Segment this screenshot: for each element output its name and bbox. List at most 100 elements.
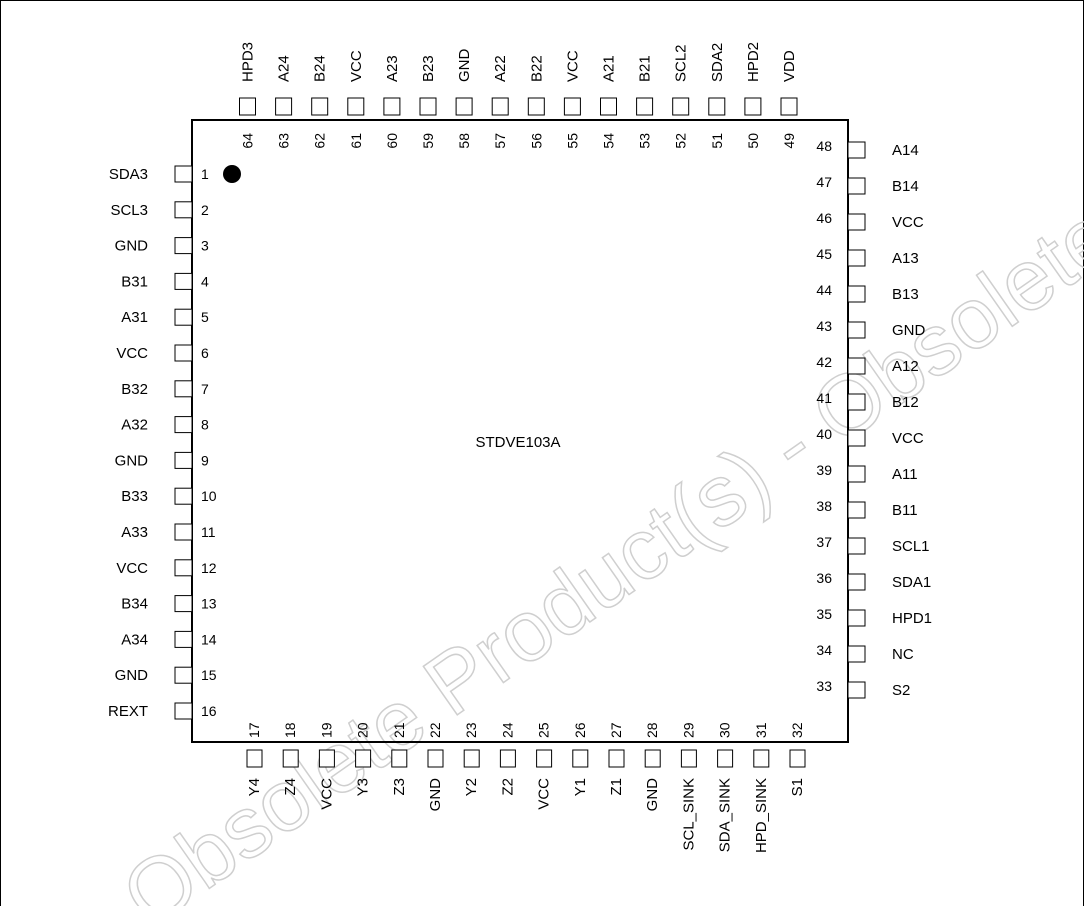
pin-pad-4 bbox=[174, 272, 193, 290]
pin-name-50: HPD2 bbox=[745, 42, 762, 82]
pin-pad-47 bbox=[847, 177, 866, 195]
pin-number-39: 39 bbox=[816, 462, 832, 478]
pin-number-51: 51 bbox=[709, 133, 725, 149]
pin-number-61: 61 bbox=[348, 133, 364, 149]
pin-name-41: B12 bbox=[892, 394, 919, 411]
pin-pad-22 bbox=[427, 749, 444, 768]
pin-number-32: 32 bbox=[789, 722, 805, 738]
pin-pad-42 bbox=[847, 357, 866, 375]
pin-number-41: 41 bbox=[816, 390, 832, 406]
pin-name-45: A13 bbox=[892, 250, 919, 267]
pin-name-5: A31 bbox=[121, 309, 148, 326]
pin-number-59: 59 bbox=[420, 133, 436, 149]
pin-name-28: GND bbox=[644, 778, 661, 812]
pin-name-9: GND bbox=[115, 452, 149, 469]
pin-name-48: A14 bbox=[892, 142, 919, 159]
pin-number-13: 13 bbox=[201, 596, 217, 612]
pin-pad-49 bbox=[780, 97, 798, 116]
pin-pad-24 bbox=[499, 749, 516, 768]
pin-number-49: 49 bbox=[781, 133, 797, 149]
pin-pad-2 bbox=[174, 201, 193, 219]
pin-number-26: 26 bbox=[572, 722, 588, 738]
pin-pad-41 bbox=[847, 393, 866, 411]
pin-pad-29 bbox=[680, 749, 697, 768]
pin-number-42: 42 bbox=[816, 354, 832, 370]
pin-name-6: VCC bbox=[116, 345, 148, 362]
pin-pad-16 bbox=[174, 702, 193, 720]
pin-pad-61 bbox=[347, 97, 365, 116]
pin-pad-35 bbox=[847, 609, 866, 627]
pin-pad-3 bbox=[174, 237, 193, 255]
pin-pad-50 bbox=[744, 97, 762, 116]
pin-name-1: SDA3 bbox=[109, 166, 148, 183]
pin-number-63: 63 bbox=[276, 133, 292, 149]
pin-pad-21 bbox=[391, 749, 408, 768]
pin-number-8: 8 bbox=[201, 417, 209, 433]
pin-pad-54 bbox=[600, 97, 617, 116]
pin-number-44: 44 bbox=[816, 282, 832, 298]
pin-number-15: 15 bbox=[201, 667, 217, 683]
pin-number-23: 23 bbox=[463, 722, 479, 738]
pin-number-64: 64 bbox=[240, 133, 256, 149]
pin-name-3: GND bbox=[115, 238, 149, 255]
pin-pad-13 bbox=[174, 595, 193, 613]
pin-name-34: NC bbox=[892, 646, 914, 663]
pin-number-55: 55 bbox=[564, 133, 580, 149]
pin-name-39: A11 bbox=[892, 466, 918, 483]
pin-number-21: 21 bbox=[391, 722, 407, 738]
pin-pad-10 bbox=[174, 487, 193, 505]
pin-number-24: 24 bbox=[499, 722, 515, 738]
pin-name-63: A24 bbox=[276, 55, 293, 82]
pin-number-27: 27 bbox=[608, 722, 624, 738]
pin-pad-7 bbox=[174, 380, 193, 398]
pin-pad-36 bbox=[847, 573, 866, 591]
pin-name-15: GND bbox=[115, 667, 149, 684]
pin-number-22: 22 bbox=[427, 722, 443, 738]
pin-pad-46 bbox=[847, 213, 866, 231]
pin-pad-32 bbox=[789, 749, 806, 768]
pin-pad-25 bbox=[536, 749, 553, 768]
pin-number-17: 17 bbox=[246, 722, 262, 738]
pin-number-20: 20 bbox=[355, 722, 371, 738]
pin-name-23: Y2 bbox=[463, 778, 480, 796]
pin-name-46: VCC bbox=[892, 214, 924, 231]
pin-name-51: SDA2 bbox=[709, 43, 726, 82]
pin-name-62: B24 bbox=[312, 55, 329, 82]
pin-name-10: B33 bbox=[121, 488, 148, 505]
pin-name-38: B11 bbox=[892, 502, 918, 519]
pin-name-19: VCC bbox=[318, 778, 335, 810]
pin-number-37: 37 bbox=[816, 534, 832, 550]
pin-name-11: A33 bbox=[121, 524, 148, 541]
pin-name-33: S2 bbox=[892, 682, 910, 699]
pin-name-60: A23 bbox=[384, 55, 401, 82]
pin-pad-1 bbox=[174, 165, 193, 183]
pin-pad-6 bbox=[174, 344, 193, 362]
pin-pad-39 bbox=[847, 465, 866, 483]
pin-number-50: 50 bbox=[745, 133, 761, 149]
pin-number-2: 2 bbox=[201, 202, 209, 218]
pin-name-54: A21 bbox=[601, 55, 618, 82]
pin-pad-51 bbox=[708, 97, 726, 116]
pin-pad-38 bbox=[847, 501, 866, 519]
pin-name-42: A12 bbox=[892, 358, 919, 375]
pin-pad-27 bbox=[608, 749, 625, 768]
pin-pad-30 bbox=[717, 749, 734, 768]
pin-name-53: B21 bbox=[637, 55, 654, 82]
pin-name-8: A32 bbox=[121, 417, 148, 434]
pin-pad-60 bbox=[383, 97, 401, 116]
pin1-marker-dot bbox=[223, 165, 241, 183]
pin-name-57: A22 bbox=[492, 55, 509, 82]
pin-pad-45 bbox=[847, 249, 866, 267]
pin-name-59: B23 bbox=[420, 55, 437, 82]
pin-number-9: 9 bbox=[201, 452, 209, 468]
pin-number-54: 54 bbox=[601, 133, 617, 149]
pin-number-45: 45 bbox=[816, 246, 832, 262]
pin-number-29: 29 bbox=[680, 722, 696, 738]
pin-number-28: 28 bbox=[644, 722, 660, 738]
pin-pad-44 bbox=[847, 285, 866, 303]
pin-name-61: VCC bbox=[348, 50, 365, 82]
pin-pad-48 bbox=[847, 141, 866, 159]
pin-name-18: Z4 bbox=[282, 778, 299, 796]
pin-pad-9 bbox=[174, 451, 193, 469]
pin-pad-5 bbox=[174, 308, 193, 326]
